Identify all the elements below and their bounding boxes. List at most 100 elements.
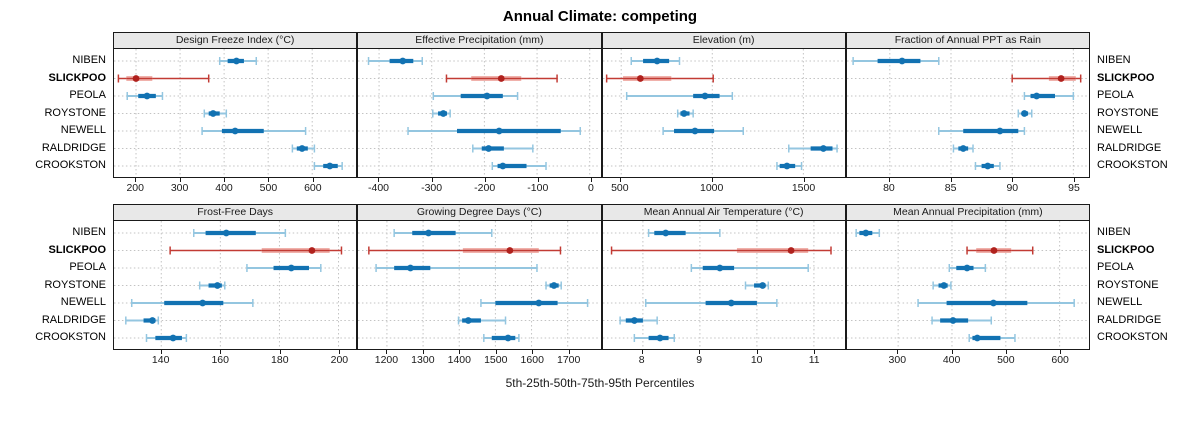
series-peola xyxy=(432,92,519,100)
median-dot xyxy=(680,110,687,117)
series-newell xyxy=(937,127,1025,135)
series-raldridge xyxy=(787,144,838,153)
series-newell xyxy=(130,299,254,307)
tick-label: 90 xyxy=(1006,182,1019,194)
median-dot xyxy=(819,145,827,152)
series-raldridge xyxy=(952,144,974,153)
median-dot xyxy=(989,299,997,307)
tick-label: 600 xyxy=(1051,354,1069,366)
station-label-slickpoo: SLICKPOO xyxy=(48,71,106,84)
station-label-slickpoo: SLICKPOO xyxy=(48,243,106,256)
panel-plot-design-freeze-index-c xyxy=(114,49,357,177)
series-raldridge xyxy=(291,144,316,153)
median-dot xyxy=(483,92,491,100)
series-raldridge xyxy=(458,316,507,325)
median-dot xyxy=(1020,110,1028,117)
median-dot xyxy=(783,162,790,170)
station-label-crookston: CROOKSTON xyxy=(35,331,106,343)
x-axis-mean-annual-air-temperature-c: 8 9 10 11 xyxy=(602,350,846,368)
panel-fraction-of-annual-ppt-as-rain: Fraction of Annual PPT as Rain xyxy=(845,32,1090,178)
tick-label: -300 xyxy=(421,182,443,194)
series-niben xyxy=(368,57,424,65)
series-crookston xyxy=(775,162,802,170)
median-dot xyxy=(143,92,151,100)
tick-mark xyxy=(803,178,805,182)
panel-strip-growing-degree-days-c: Growing Degree Days (°C) xyxy=(358,205,601,221)
panel-plot-frost-free-days xyxy=(114,221,357,349)
median-dot xyxy=(298,145,306,152)
series-roystone xyxy=(198,281,226,290)
tick-label: 10 xyxy=(750,354,763,366)
tick-mark xyxy=(1005,350,1007,354)
median-dot xyxy=(656,334,663,342)
median-dot xyxy=(963,264,971,272)
series-crookston xyxy=(483,334,520,342)
median-dot xyxy=(399,57,407,65)
median-dot xyxy=(940,282,948,289)
panel-growing-degree-days-c: Growing Degree Days (°C) xyxy=(357,204,602,350)
median-dot xyxy=(231,127,239,135)
tick-label: 1600 xyxy=(520,354,544,366)
trellis-row-bottom: NIBEN SLICKPOO PEOLA ROYSTONE NEWELL RALDRIDG… xyxy=(0,204,1200,368)
station-label-newell: NEWELL xyxy=(1097,296,1143,308)
series-crookston xyxy=(968,334,1016,342)
x-axis-growing-degree-days-c: 1200 1300 1400 1500 1600 1700 xyxy=(357,350,601,368)
median-dot xyxy=(233,57,240,65)
chart-title: Annual Climate: competing xyxy=(502,8,698,25)
median-dot xyxy=(326,162,334,170)
median-dot xyxy=(132,75,140,82)
median-dot xyxy=(1033,92,1040,100)
tick-mark xyxy=(484,178,486,182)
series-newell xyxy=(480,299,589,307)
series-peola xyxy=(948,264,986,272)
station-label-peola: PEOLA xyxy=(1097,89,1134,101)
station-label-roystone: ROYSTONE xyxy=(44,106,106,119)
median-dot xyxy=(715,264,723,272)
tick-label: 85 xyxy=(944,182,957,194)
series-roystone xyxy=(203,109,228,118)
tick-label: 80 xyxy=(883,182,895,194)
series-roystone xyxy=(432,109,452,118)
series-slickpoo xyxy=(117,74,210,83)
tick-label: 1500 xyxy=(791,182,816,194)
median-dot xyxy=(498,75,505,82)
panel-mean-annual-air-temperature-c: Mean Annual Air Temperature (°C) xyxy=(601,204,846,350)
tick-mark xyxy=(339,350,341,354)
median-dot xyxy=(222,229,230,237)
tick-mark xyxy=(756,350,758,354)
panel-strip-design-freeze-index-c: Design Freeze Index (°C) xyxy=(114,33,357,49)
median-dot xyxy=(758,282,766,289)
series-peola xyxy=(375,264,538,272)
median-dot xyxy=(862,229,869,237)
tick-label: 0 xyxy=(587,182,594,194)
series-slickpoo xyxy=(966,246,1034,255)
panel-plot-fraction-of-annual-ppt-as-rain xyxy=(846,49,1089,177)
station-label-raldridge: RALDRIDGE xyxy=(1097,141,1162,154)
tick-mark xyxy=(160,350,162,354)
tick-mark xyxy=(532,350,534,354)
series-slickpoo xyxy=(169,246,343,255)
tick-mark xyxy=(814,350,816,354)
median-dot xyxy=(425,229,433,237)
panel-elevation-m: Elevation (m) xyxy=(601,32,846,178)
series-crookston xyxy=(491,162,548,170)
series-niben xyxy=(647,229,721,237)
tick-mark xyxy=(422,350,424,354)
tick-mark xyxy=(641,350,643,354)
series-slickpoo xyxy=(368,246,562,255)
panel-design-freeze-index-c: Design Freeze Index (°C) xyxy=(113,32,358,178)
tick-mark xyxy=(224,178,226,182)
trellis-grid: NIBEN SLICKPOO PEOLA ROYSTONE NEWELL RALDRIDG… xyxy=(0,32,1200,368)
x-axis-fraction-of-annual-ppt-as-rain: 80 85 90 95 xyxy=(846,178,1090,196)
station-label-raldridge: RALDRIDGE xyxy=(1097,313,1162,326)
tick-label: 400 xyxy=(942,354,961,366)
median-dot xyxy=(898,57,906,65)
series-raldridge xyxy=(618,316,658,325)
median-dot xyxy=(407,264,415,272)
series-newell xyxy=(201,127,307,135)
station-label-peola: PEOLA xyxy=(69,261,106,273)
median-dot xyxy=(485,145,493,152)
tick-label: 11 xyxy=(808,354,820,366)
series-slickpoo xyxy=(1011,74,1082,83)
